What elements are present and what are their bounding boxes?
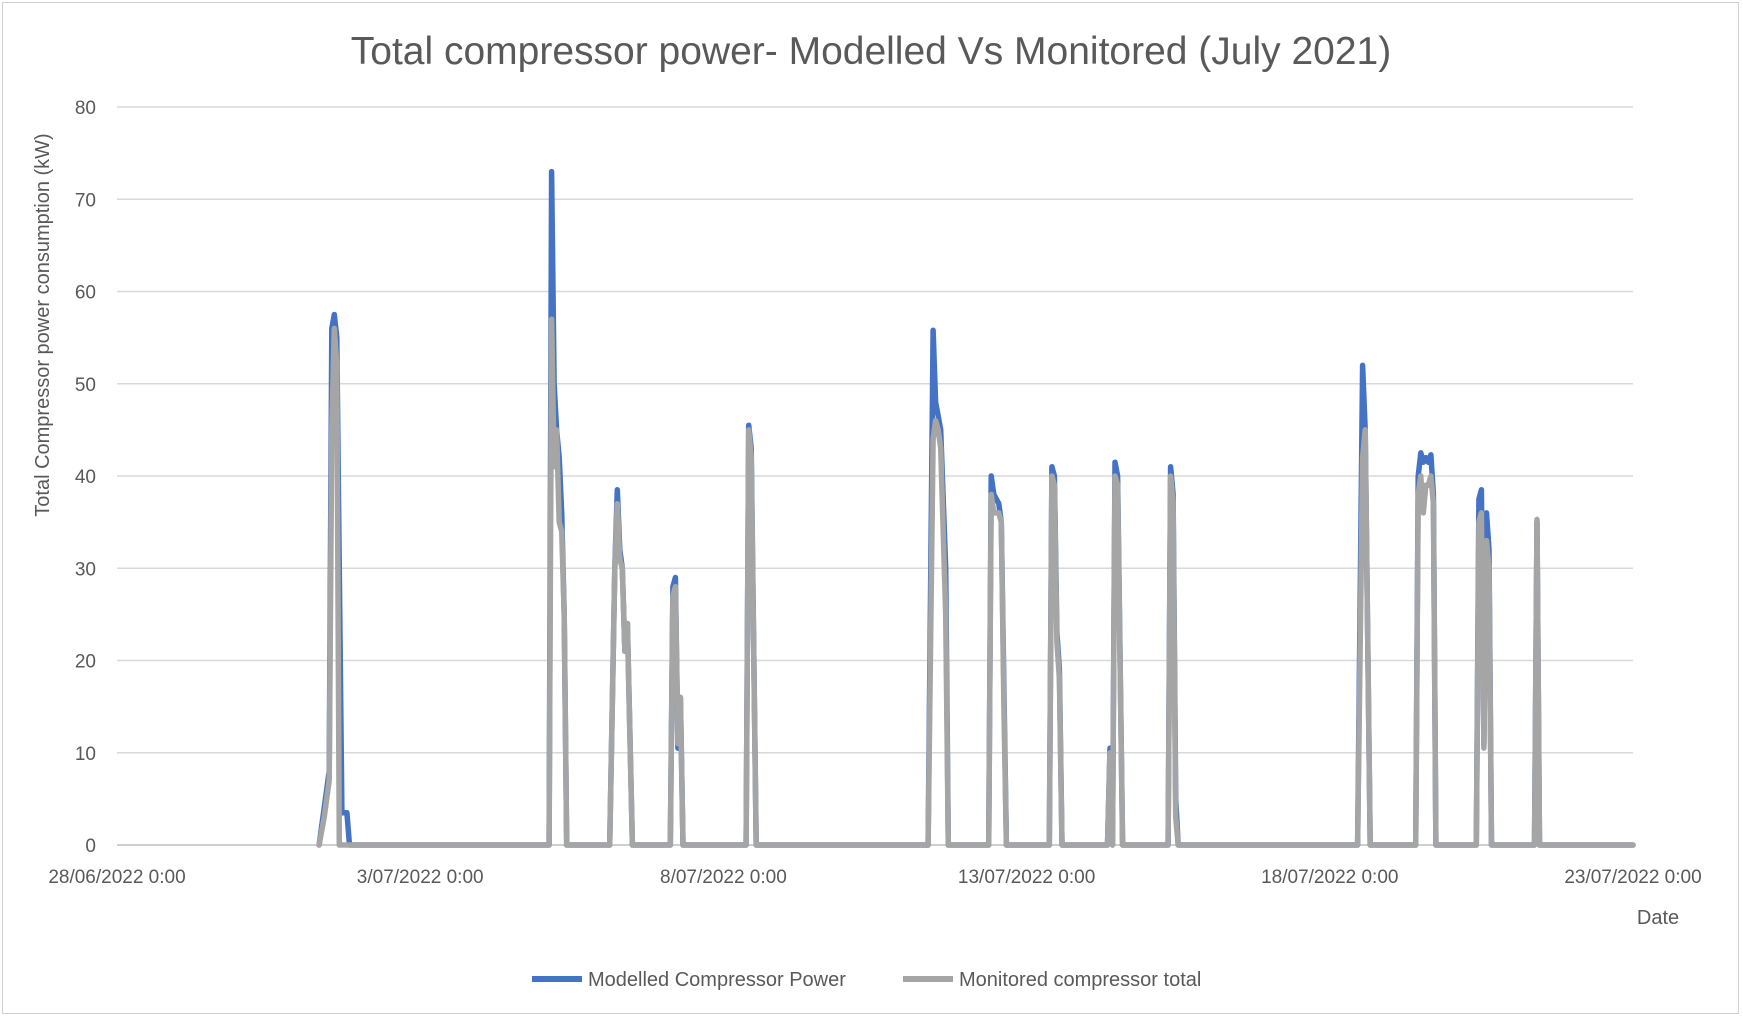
y-axis-label: Total Compressor power consumption (kW): [32, 133, 54, 516]
x-tick-label: 3/07/2022 0:00: [357, 867, 484, 888]
x-tick-label: 28/06/2022 0:00: [48, 867, 185, 888]
chart-title: Total compressor power- Modelled Vs Moni…: [351, 30, 1391, 73]
x-tick-label: 8/07/2022 0:00: [660, 867, 787, 888]
y-tick-label: 80: [75, 98, 96, 119]
x-axis-label: Date: [1637, 907, 1679, 929]
legend-label-monitored: Monitored compressor total: [959, 969, 1201, 991]
legend: Modelled Compressor Power Monitored comp…: [532, 969, 1201, 991]
x-tick-label: 23/07/2022 0:00: [1564, 867, 1701, 888]
y-tick-label: 10: [75, 744, 96, 765]
series-lines: [316, 168, 1636, 848]
y-tick-label: 60: [75, 283, 96, 304]
series-line-monitored: [316, 316, 1636, 848]
grid-lines: [117, 106, 1633, 846]
y-tick-label: 30: [75, 559, 96, 580]
legend-label-modelled: Modelled Compressor Power: [588, 969, 846, 991]
x-tick-label: 13/07/2022 0:00: [958, 867, 1095, 888]
x-tick-label: 18/07/2022 0:00: [1261, 867, 1398, 888]
y-tick-label: 40: [75, 467, 96, 488]
y-tick-label: 70: [75, 190, 96, 211]
y-tick-label: 20: [75, 652, 96, 673]
y-tick-label: 50: [75, 375, 96, 396]
y-tick-label: 0: [85, 836, 96, 857]
y-tick-labels: 0 10 20 30 40 50 60 70 80: [75, 98, 96, 857]
x-tick-labels: 28/06/2022 0:00 3/07/2022 0:00 8/07/2022 0…: [48, 867, 1701, 888]
